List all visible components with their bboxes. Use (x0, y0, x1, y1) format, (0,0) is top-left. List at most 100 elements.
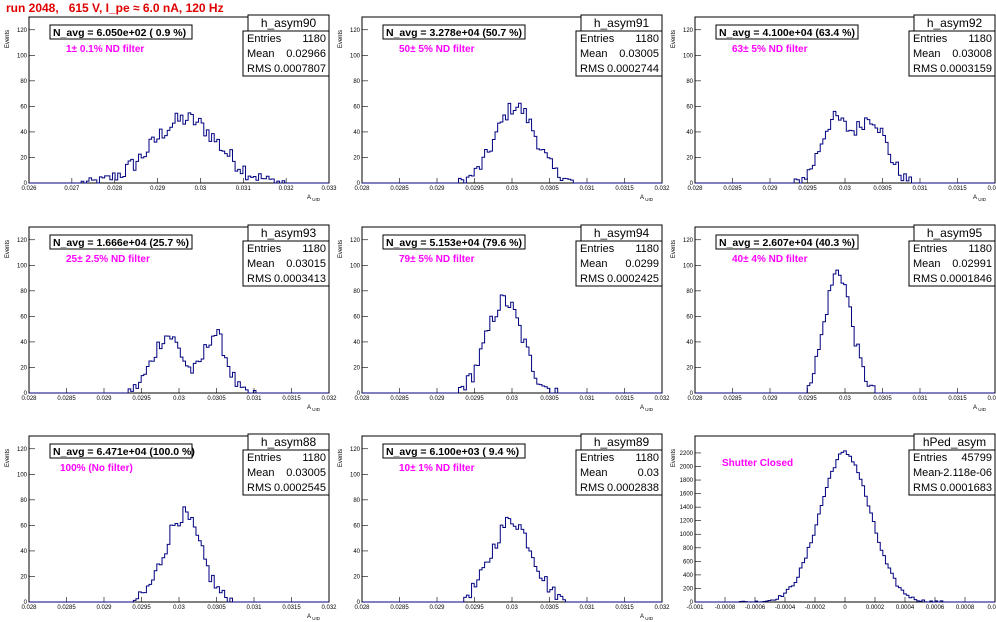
y-tick-label: 60 (686, 104, 693, 110)
stats-label: Mean (247, 467, 275, 479)
y-axis-label: Events (5, 30, 11, 48)
navg-label: N_avg = 4.100e+04 (63.4 %) (719, 27, 855, 39)
navg-label: N_avg = 6.050e+02 ( 0.9 %) (53, 27, 186, 39)
y-tick-label: 600 (683, 559, 694, 565)
y-tick-label: 0 (357, 600, 361, 606)
navg-label: N_avg = 6.100e+03 ( 9.4 %) (386, 446, 519, 458)
y-tick-label: 20 (353, 365, 360, 371)
stats-box (575, 449, 663, 496)
x-tick-label: 0.0295 (465, 186, 484, 192)
x-axis-label: A UID (307, 405, 321, 412)
y-tick-label: 0 (357, 181, 361, 187)
y-tick-label: 0 (24, 391, 28, 397)
x-tick-label: 0.028 (21, 605, 37, 611)
stats-value: 0.0002744 (607, 63, 659, 75)
stats-value: 0.0002838 (607, 482, 659, 494)
y-tick-label: 100 (350, 263, 361, 269)
x-axis-label: A UID (973, 195, 987, 202)
y-tick-label: 100 (683, 263, 694, 269)
y-tick-label: 40 (20, 340, 27, 346)
stats-value: 1180 (302, 452, 326, 464)
y-tick-label: 120 (17, 238, 28, 244)
stats-box (908, 449, 996, 496)
stats-label: RMS (580, 63, 604, 75)
stats-value: 0.0299 (625, 258, 659, 270)
x-tick-label: 0.031 (236, 186, 252, 192)
y-tick-label: 1800 (680, 478, 694, 484)
y-tick-label: 80 (20, 498, 27, 504)
stats-title: h_asym94 (594, 226, 650, 240)
y-axis-label: Events (671, 449, 677, 467)
navg-label: N_avg = 6.471e+04 (100.0 %) (53, 446, 195, 458)
x-tick-label: 0.0285 (390, 605, 409, 611)
x-tick-label: 0.0315 (615, 605, 634, 611)
x-tick-label: 0.0315 (615, 186, 634, 192)
stats-label: RMS (247, 482, 271, 494)
x-axis-label: A UID (640, 614, 654, 621)
stats-label: Mean (913, 258, 941, 270)
y-tick-label: 1400 (680, 505, 694, 511)
x-tick-label: 0.03 (195, 186, 207, 192)
y-tick-label: 2200 (680, 451, 694, 457)
x-tick-label: 0.0305 (207, 605, 226, 611)
x-tick-label: 0.0295 (798, 186, 817, 192)
x-tick-label: 0.001 (987, 605, 996, 611)
stats-title: h_asym95 (927, 226, 983, 240)
y-tick-label: 60 (20, 314, 27, 320)
histogram-bins (29, 112, 329, 184)
x-tick-label: 0.03 (173, 605, 185, 611)
stats-label: Entries (580, 33, 615, 45)
x-tick-label: 0.0305 (873, 186, 892, 192)
y-tick-label: 20 (686, 365, 693, 371)
y-tick-label: 40 (686, 130, 693, 136)
y-axis-label: Events (671, 30, 677, 48)
x-tick-label: 0.0285 (390, 186, 409, 192)
stats-box (242, 240, 330, 287)
x-tick-label: 0.03 (506, 396, 518, 402)
x-tick-label: 0.027 (64, 186, 80, 192)
x-tick-label: 0.031 (579, 605, 595, 611)
stats-value: 0.03008 (952, 48, 992, 60)
x-tick-label: -0.0008 (715, 605, 736, 611)
x-tick-label: 0.032 (654, 396, 670, 402)
stats-label: Mean (580, 467, 608, 479)
x-tick-label: 0.0004 (896, 605, 915, 611)
stats-box (908, 240, 996, 287)
y-tick-label: 20 (20, 574, 27, 580)
plot-frame (28, 16, 330, 184)
y-tick-label: 40 (353, 340, 360, 346)
x-tick-label: 0.0315 (282, 396, 301, 402)
x-tick-label: 0.028 (354, 396, 370, 402)
y-tick-label: 0 (690, 391, 694, 397)
x-tick-label: 0.0006 (926, 605, 945, 611)
histogram-panel-h_asym90: 0 20 40 60 80 100 120 Events 0.026 0.027 0.028 0.02… (5, 14, 337, 202)
x-tick-label: 0.0315 (282, 605, 301, 611)
stats-label: Entries (580, 243, 615, 255)
y-tick-label: 40 (20, 130, 27, 136)
stats-value: 0.0003413 (274, 273, 326, 285)
histogram-panel-h_asym91: 0 20 40 60 80 100 120 Events 0.028 0.0285 0.029 0.0… (338, 14, 670, 202)
y-tick-label: 120 (350, 238, 361, 244)
stats-label: RMS (247, 63, 271, 75)
stats-value: 0.0001683 (940, 482, 992, 494)
x-axis-label: A UID (307, 195, 321, 202)
filter-label: 1± 0.1% ND filter (66, 44, 144, 55)
x-tick-label: 0.0305 (873, 396, 892, 402)
y-tick-label: 60 (686, 314, 693, 320)
stats-title: hPed_asym (923, 435, 986, 449)
x-tick-label: 0.0315 (615, 396, 634, 402)
x-tick-label: 0.0305 (540, 396, 559, 402)
x-tick-label: 0.032 (321, 605, 337, 611)
stats-value: 0.0003159 (940, 63, 992, 75)
run-title: run 2048, 615 V, I_pe ≈ 6.0 nA, 120 Hz (6, 1, 224, 15)
x-tick-label: 0.03 (839, 186, 851, 192)
x-tick-label: 0.032 (279, 186, 295, 192)
x-tick-label: 0.0002 (866, 605, 885, 611)
x-tick-label: 0.033 (321, 186, 337, 192)
filter-label: 50± 5% ND filter (399, 44, 475, 55)
stats-value: 1180 (968, 33, 992, 45)
y-axis-label: Events (338, 240, 344, 258)
stats-value: 0.0001846 (940, 273, 992, 285)
stats-title: h_asym91 (594, 16, 650, 30)
x-tick-label: 0.03 (506, 186, 518, 192)
